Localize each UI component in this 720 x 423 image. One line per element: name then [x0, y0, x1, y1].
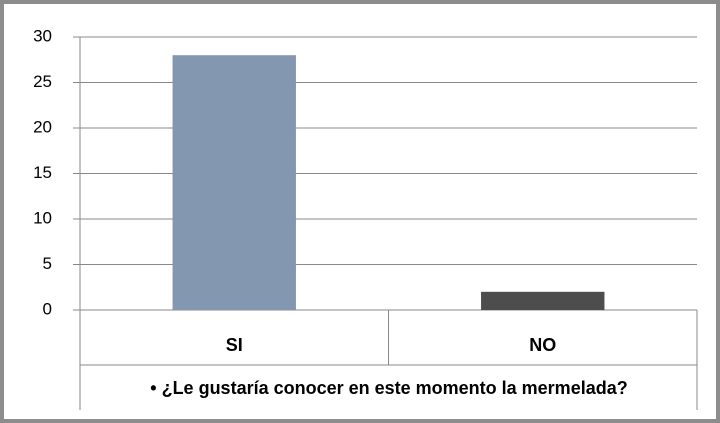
y-tick-label: 0 — [43, 299, 52, 318]
y-tick-label: 25 — [33, 72, 52, 91]
y-tick-label: 5 — [43, 254, 52, 273]
bar — [172, 55, 296, 311]
x-axis-label: • ¿Le gustaría conocer en este momento l… — [150, 378, 627, 398]
y-tick-label: 15 — [33, 163, 52, 182]
y-tick-label: 20 — [33, 117, 52, 136]
bar — [481, 291, 605, 310]
y-tick-label: 30 — [33, 26, 52, 45]
y-tick-label: 10 — [33, 208, 52, 227]
x-tick-label: NO — [529, 335, 556, 355]
x-tick-label: SI — [226, 335, 243, 355]
